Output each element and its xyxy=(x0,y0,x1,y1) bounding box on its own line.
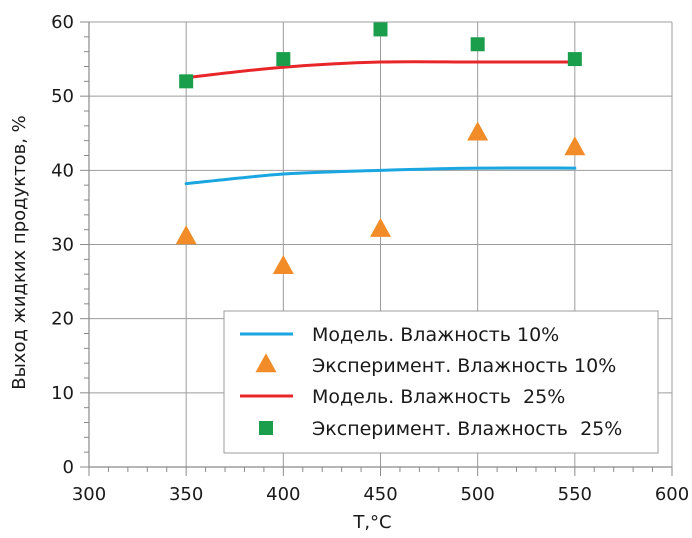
data-point xyxy=(567,52,582,67)
data-point xyxy=(179,74,194,89)
data-point xyxy=(564,136,586,156)
data-point xyxy=(175,225,197,245)
series-4 xyxy=(179,22,582,89)
y-tick-label: 40 xyxy=(51,160,74,181)
data-point xyxy=(370,217,391,237)
legend-square-swatch xyxy=(259,421,273,435)
x-tick-label: 600 xyxy=(655,484,689,505)
y-tick-label: 10 xyxy=(51,383,74,404)
y-axis-title: Выход жидких продуктов, % xyxy=(9,115,30,390)
x-tick-label: 300 xyxy=(72,484,106,505)
legend-item: Модель. Влажность 10% xyxy=(240,324,559,346)
legend-item: Модель. Влажность 25% xyxy=(240,386,565,408)
data-point xyxy=(373,22,388,37)
x-axis-title: T,°C xyxy=(352,512,391,533)
grid xyxy=(89,21,673,467)
y-tick-label: 30 xyxy=(51,235,74,256)
axes: 300 350 400 450 500 550 600 0 10 20 30 40 50 60 xyxy=(51,12,689,505)
x-tick-label: 450 xyxy=(363,484,397,505)
data-point xyxy=(470,37,485,52)
data-point xyxy=(276,52,291,67)
series-line xyxy=(184,60,577,80)
legend-label: Эксперимент. Влажность 25% xyxy=(312,418,622,440)
legend-triangle-swatch xyxy=(255,353,277,373)
series-2 xyxy=(175,121,586,274)
series-1 xyxy=(184,166,577,186)
x-tick-label: 400 xyxy=(266,484,300,505)
legend-item: Эксперимент. Влажность 25% xyxy=(259,418,622,440)
y-tick-label: 50 xyxy=(51,86,74,107)
data-point xyxy=(467,121,489,141)
series-3 xyxy=(184,60,577,80)
x-tick-label: 350 xyxy=(169,484,203,505)
series-line xyxy=(184,166,577,186)
legend-box xyxy=(223,310,659,454)
legend-label: Эксперимент. Влажность 10% xyxy=(312,355,616,377)
series xyxy=(175,22,586,274)
y-tick-label: 60 xyxy=(51,12,74,33)
x-tick-label: 550 xyxy=(558,484,592,505)
x-tick-label: 500 xyxy=(460,484,494,505)
legend: Модель. Влажность 10% Эксперимент. Влажно… xyxy=(223,310,659,454)
y-tick-label: 0 xyxy=(63,457,74,478)
data-point xyxy=(272,254,294,274)
legend-label: Модель. Влажность 10% xyxy=(312,324,559,346)
legend-item: Эксперимент. Влажность 10% xyxy=(255,353,616,377)
legend-label: Модель. Влажность 25% xyxy=(312,386,565,408)
y-tick-label: 20 xyxy=(51,309,74,330)
